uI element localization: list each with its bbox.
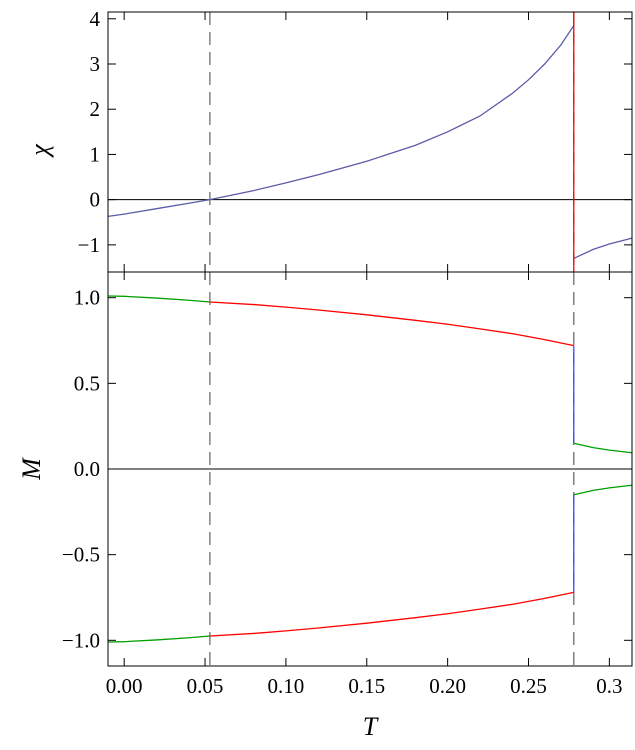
y-tick-label: 3 <box>90 52 101 76</box>
y-tick-label: 0 <box>90 188 101 212</box>
series-line <box>107 635 210 643</box>
y-tick-label: −1.0 <box>62 628 100 652</box>
x-tick-label: 0.05 <box>187 674 224 698</box>
y-axis-title: M <box>17 457 46 481</box>
y-tick-label: 1.0 <box>74 286 100 310</box>
y-tick-label: 2 <box>90 97 101 121</box>
y-axis-title: χ <box>25 144 54 159</box>
plot-lines <box>107 12 633 666</box>
y-tick-label: 0.0 <box>74 457 100 481</box>
series-line <box>573 484 633 496</box>
series-line <box>107 25 575 218</box>
series-line <box>573 442 633 454</box>
series-line <box>209 591 574 637</box>
plot-labels: −1 0 1 2 3 4 χ −1.0 −0.5 0.0 0.5 1.0 0.00 0.05 0.10 0.1… <box>17 7 622 741</box>
plot-frame <box>107 11 633 273</box>
y-tick-label: −0.5 <box>62 543 100 567</box>
x-tick-label: 0.3 <box>596 674 622 698</box>
series-line <box>107 295 210 303</box>
y-tick-label: 4 <box>90 7 101 31</box>
series-line <box>573 237 633 260</box>
x-tick-label: 0.15 <box>348 674 385 698</box>
x-tick-label: 0.10 <box>268 674 305 698</box>
y-tick-label: 1 <box>90 142 101 166</box>
series-line <box>209 301 574 347</box>
x-tick-label: 0.25 <box>510 674 547 698</box>
x-axis-title: T <box>363 712 379 741</box>
x-tick-label: 0.00 <box>106 674 143 698</box>
x-tick-label: 0.20 <box>429 674 466 698</box>
y-tick-label: −1 <box>78 233 100 257</box>
y-tick-label: 0.5 <box>74 371 100 395</box>
plot-frames <box>107 11 633 667</box>
